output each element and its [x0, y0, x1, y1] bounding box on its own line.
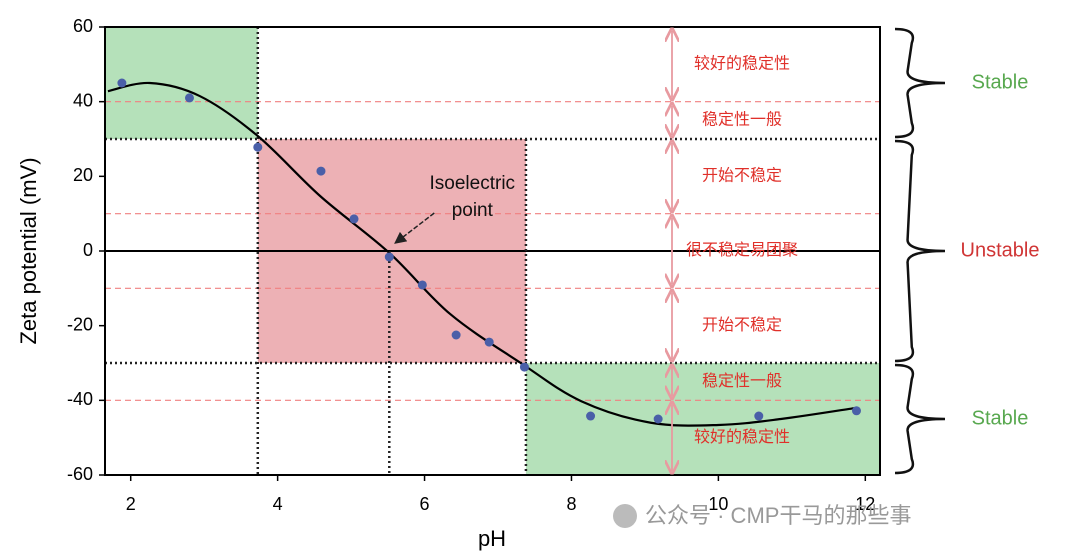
- y-tick-label: -40: [67, 389, 93, 409]
- annotation-arrow: [394, 212, 435, 244]
- brace: [894, 363, 946, 475]
- zone-label: 很不稳定易团聚: [686, 241, 798, 259]
- zone-label: 开始不稳定: [702, 316, 782, 334]
- y-tick-label: 40: [73, 90, 93, 110]
- region: [525, 363, 880, 475]
- x-tick-label: 2: [126, 494, 136, 514]
- y-tick-label: 0: [83, 240, 93, 260]
- data-point: [586, 411, 596, 421]
- y-tick-label: 60: [73, 16, 93, 36]
- stability-label: Stable: [972, 71, 1029, 93]
- stability-label: Unstable: [961, 239, 1040, 261]
- zone-label: 较好的稳定性: [694, 428, 790, 446]
- data-point: [417, 280, 427, 290]
- annotation-text: Isoelectric: [430, 173, 516, 194]
- zone-label: 稳定性一般: [702, 372, 782, 390]
- fit-curve: [107, 81, 857, 427]
- data-point: [653, 414, 663, 424]
- watermark-icon: [613, 504, 637, 528]
- x-axis-label: pH: [478, 526, 506, 551]
- data-point: [484, 337, 494, 347]
- data-point: [117, 78, 127, 88]
- data-point: [349, 214, 359, 224]
- annotation-text: point: [452, 200, 494, 221]
- data-point: [451, 330, 461, 340]
- brace: [894, 27, 946, 139]
- y-tick-label: -20: [67, 314, 93, 334]
- stability-label: Stable: [972, 407, 1029, 429]
- x-tick-label: 8: [566, 494, 576, 514]
- data-point: [754, 411, 764, 421]
- brace: [894, 139, 946, 363]
- data-point: [316, 166, 326, 176]
- y-axis-label: Zeta potential (mV): [16, 157, 41, 344]
- zone-label: 开始不稳定: [702, 167, 782, 185]
- data-point: [384, 252, 394, 262]
- x-tick-label: 12: [855, 494, 875, 514]
- region: [105, 27, 258, 139]
- data-point: [253, 142, 263, 152]
- zone-label: 稳定性一般: [702, 111, 782, 129]
- y-tick-label: -60: [67, 464, 93, 484]
- data-point: [519, 362, 529, 372]
- data-point: [184, 93, 194, 103]
- data-point: [851, 406, 861, 416]
- y-tick-label: 20: [73, 165, 93, 185]
- x-tick-label: 6: [420, 494, 430, 514]
- zone-label: 较好的稳定性: [694, 55, 790, 73]
- x-tick-label: 10: [708, 494, 728, 514]
- watermark-text: 公众号 · CMP干马的那些事: [645, 503, 911, 528]
- watermark: 公众号 · CMP干马的那些事: [613, 503, 911, 528]
- x-tick-label: 4: [273, 494, 283, 514]
